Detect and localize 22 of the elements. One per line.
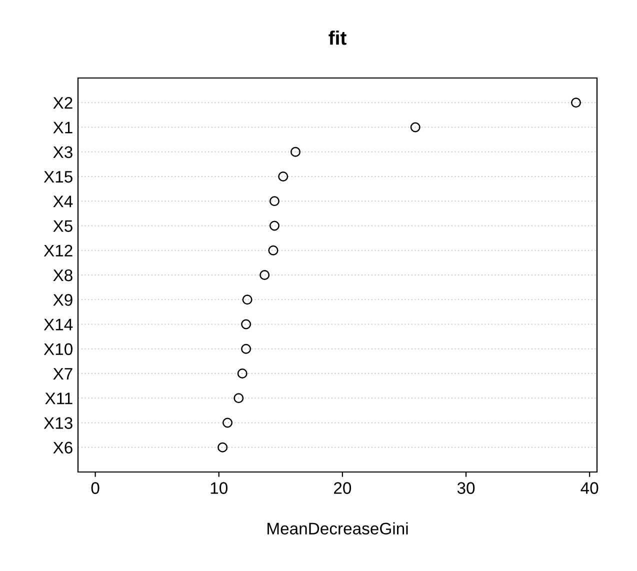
y-tick-label: X15	[44, 171, 72, 183]
y-tick-label: X10	[44, 343, 72, 356]
x-axis-title: MeanDecreaseGini	[268, 522, 408, 534]
x-tick-label: 10	[210, 482, 228, 494]
y-tick-label: X14	[44, 318, 73, 330]
y-tick-label: X2	[53, 97, 72, 109]
x-tick-label: 20	[334, 482, 352, 494]
y-tick-label: X8	[53, 269, 72, 282]
y-tick-label: X6	[53, 442, 72, 454]
x-tick-label: 30	[457, 482, 475, 494]
y-tick-label: X1	[53, 122, 72, 134]
y-tick-label: X3	[53, 146, 72, 158]
y-tick-label: X11	[45, 392, 72, 404]
y-tick-label: X4	[53, 196, 73, 208]
y-tick-label: X9	[53, 294, 72, 306]
y-tick-label: X7	[53, 368, 72, 380]
y-tick-label: X13	[44, 417, 72, 429]
chart-title: fit	[328, 30, 346, 45]
x-tick-label: 0	[91, 482, 100, 494]
y-tick-label: X5	[53, 220, 72, 232]
y-tick-label: X12	[44, 244, 72, 256]
x-tick-label: 40	[580, 482, 598, 494]
